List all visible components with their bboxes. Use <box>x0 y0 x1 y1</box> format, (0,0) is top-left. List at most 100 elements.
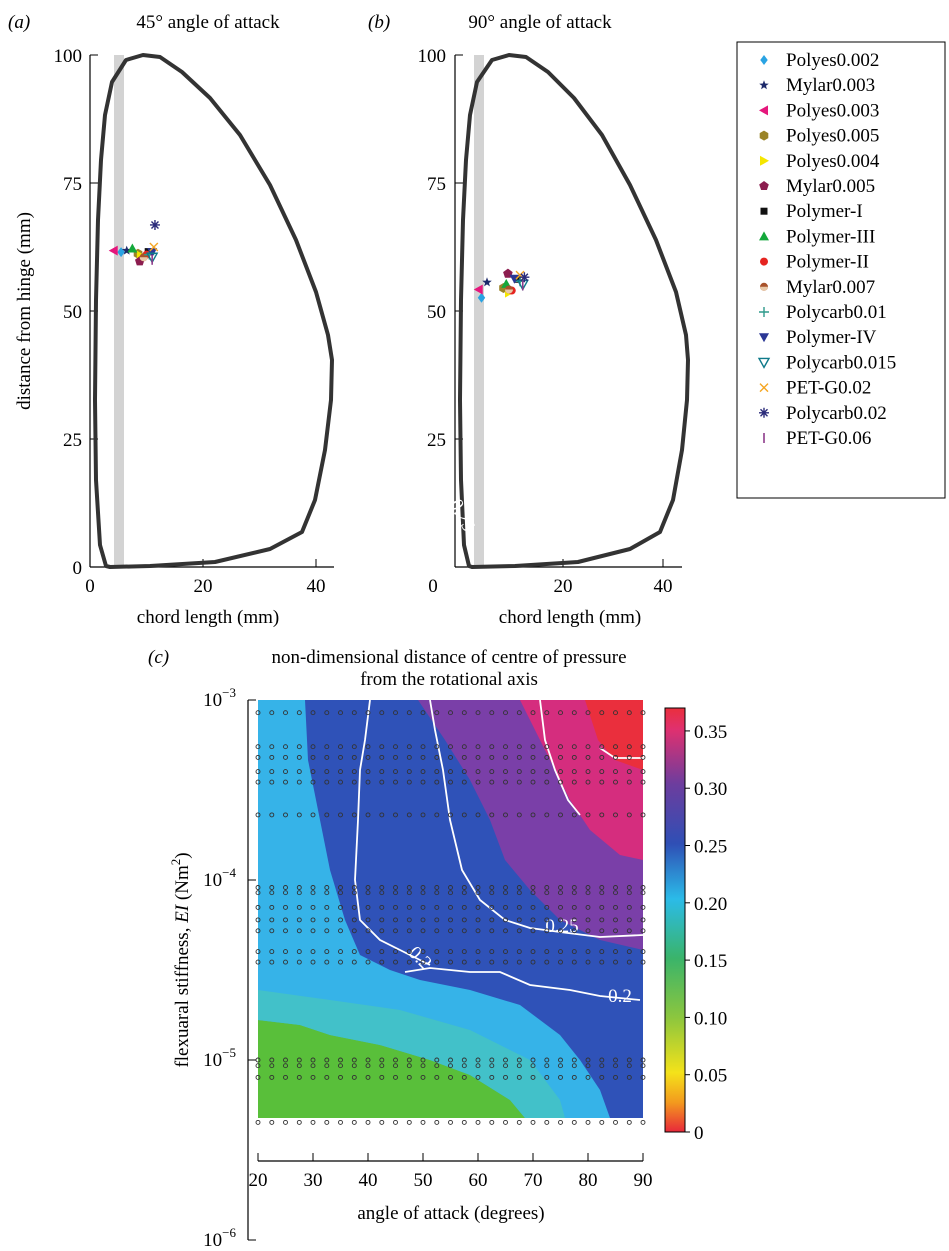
sample-point <box>393 1119 398 1125</box>
ytick-base-1e-6: 10 <box>203 1230 222 1251</box>
legend-label-polycarb0-01: Polycarb0.01 <box>786 302 887 323</box>
sample-point <box>544 959 550 965</box>
sample-point <box>585 754 591 760</box>
sample-point <box>338 959 343 965</box>
sample-point <box>434 1057 440 1063</box>
sample-point <box>516 1119 522 1125</box>
sample-point <box>379 917 385 923</box>
ytick-exp-1e-6: −6 <box>222 1225 236 1240</box>
sample-point <box>558 769 563 775</box>
sample-point <box>420 959 426 965</box>
panel-a-x-ticks: 0 20 40 <box>85 559 326 597</box>
sample-point <box>379 890 385 896</box>
sample-point <box>626 779 632 785</box>
sample-point <box>255 904 261 910</box>
sample-point <box>310 885 316 890</box>
panel-b-ytick-label-25: 25 <box>427 430 446 451</box>
sample-point <box>599 710 605 716</box>
sample-point <box>585 890 591 896</box>
sample-point <box>626 710 632 716</box>
sample-point <box>516 769 522 775</box>
sample-point <box>544 1057 550 1063</box>
sample-point <box>406 949 412 955</box>
sample-point <box>640 1074 646 1080</box>
legend-marker-polyes0-004 <box>760 155 769 166</box>
sample-point <box>420 812 426 818</box>
sample-point <box>420 904 426 910</box>
marker-polyes0-003 <box>473 284 483 295</box>
sample-point <box>613 1063 618 1069</box>
sample-point <box>585 904 591 910</box>
sample-point <box>365 1063 371 1069</box>
sample-point <box>324 812 330 818</box>
sample-point <box>393 904 398 910</box>
sample-point <box>626 744 632 750</box>
legend-label-polyes0-004: Polyes0.004 <box>786 151 880 172</box>
sample-point <box>310 928 316 934</box>
sample-point <box>516 904 522 910</box>
legend-items: Polyes0.002 Mylar0.003 Polyes0.003 Polyes0.… <box>757 50 896 449</box>
sample-point <box>544 890 550 896</box>
sample-point <box>613 890 618 896</box>
marker-pet-g0-02 <box>149 242 159 252</box>
sample-point <box>571 769 577 775</box>
sample-point <box>626 1057 632 1063</box>
colorbar-tick-label-0.05: 0.05 <box>694 1066 727 1087</box>
sample-point <box>585 744 591 750</box>
sample-point <box>296 928 302 934</box>
sample-point <box>640 890 646 896</box>
sample-point <box>310 904 316 910</box>
sample-point <box>461 1057 467 1063</box>
sample-point <box>544 928 550 934</box>
sample-point <box>379 949 385 955</box>
sample-point <box>324 710 330 716</box>
sample-point <box>613 1074 618 1080</box>
legend-label-pet-g0-06: PET-G0.06 <box>786 428 871 449</box>
ytick-exp-1e-3: −3 <box>222 685 236 700</box>
sample-point <box>475 885 481 890</box>
sample-point <box>406 710 412 716</box>
sample-point <box>269 1119 275 1125</box>
legend-label-polyes0-003: Polyes0.003 <box>786 100 879 121</box>
sample-point <box>599 769 605 775</box>
sample-point <box>434 904 440 910</box>
sample-point <box>338 928 343 934</box>
sample-point <box>475 1057 481 1063</box>
sample-point <box>503 812 508 818</box>
sample-point <box>640 812 646 818</box>
panel-b-wing-outline <box>458 53 690 569</box>
sample-point <box>393 710 398 716</box>
sample-point <box>640 1119 646 1125</box>
marker-mylar0-003 <box>482 277 492 287</box>
sample-point <box>269 890 275 896</box>
sample-point <box>434 917 440 923</box>
panel-c-ytick-label-1e-6: 10−6 <box>203 1225 236 1251</box>
sample-point <box>571 885 577 890</box>
sample-point <box>516 885 522 890</box>
panel-b-y-ticks: 25 50 75 100 <box>418 46 463 568</box>
sample-point <box>255 1074 261 1080</box>
sample-point <box>613 917 618 923</box>
panel-c-xtick-label-30: 30 <box>304 1170 323 1191</box>
panel-b-xtick-label-20: 20 <box>554 576 573 597</box>
ytick-base-1e-4: 10 <box>203 870 222 891</box>
sample-point <box>475 812 481 818</box>
sample-point <box>461 928 467 934</box>
sample-point <box>420 1119 426 1125</box>
sample-point <box>613 769 618 775</box>
panel-a-wing-outline <box>93 53 334 569</box>
ylabel-close: ) <box>172 852 193 858</box>
sample-point <box>640 949 646 955</box>
sample-point <box>406 890 412 896</box>
sample-point <box>571 949 577 955</box>
sample-point <box>324 744 330 750</box>
contour-0.2-upper <box>354 699 431 966</box>
contour-0.3 <box>539 699 581 816</box>
sample-point <box>585 1119 591 1125</box>
sample-point <box>338 779 343 785</box>
sample-point <box>530 754 536 760</box>
legend-marker-mylar0-005 <box>759 181 769 190</box>
sample-point <box>626 885 632 890</box>
sample-point <box>434 949 440 955</box>
sample-point <box>379 1063 385 1069</box>
